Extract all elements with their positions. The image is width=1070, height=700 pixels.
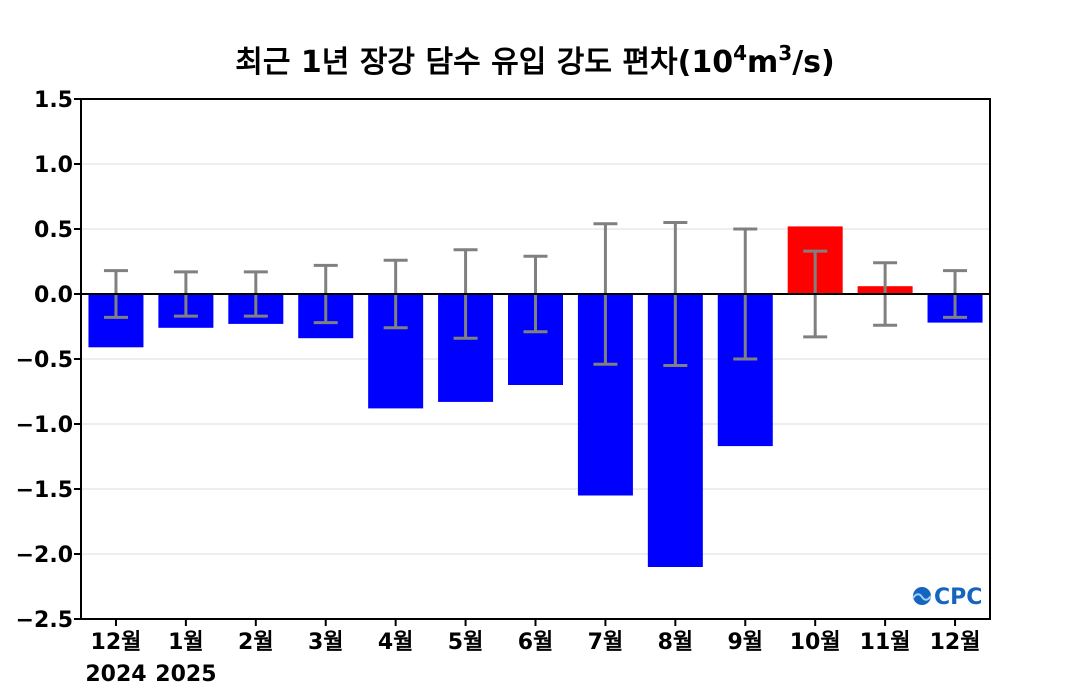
logo-text: CPC bbox=[934, 585, 982, 610]
y-tick-label: −1.5 bbox=[16, 478, 73, 503]
tick-labels: 1.5 1.0 0.5 0.0 −0.5 −1.0 −1.5 −2.0 −2.5 12월 1월 2월 3… bbox=[16, 88, 981, 687]
y-tick-label: 1.5 bbox=[34, 88, 73, 113]
x-tick-label: 11월 bbox=[860, 630, 911, 655]
y-tick-label: 0.5 bbox=[34, 218, 73, 243]
x-tick-label: 4월 bbox=[378, 630, 414, 655]
y-tick-label: −1.0 bbox=[16, 413, 73, 438]
x-tick-label: 3월 bbox=[308, 630, 344, 655]
x-tick-label: 8월 bbox=[658, 630, 694, 655]
logo-wave-icon bbox=[912, 593, 932, 601]
x-tick-label: 5월 bbox=[448, 630, 484, 655]
y-tick-label: −2.0 bbox=[16, 543, 73, 568]
x-tick-label: 6월 bbox=[518, 630, 554, 655]
x-tick-label: 7월 bbox=[588, 630, 624, 655]
cpc-logo: CPC bbox=[912, 585, 982, 610]
x-tick-label: 12월 bbox=[930, 630, 981, 655]
year-label: 2025 bbox=[155, 662, 216, 687]
x-tick-label: 2월 bbox=[238, 630, 274, 655]
axes bbox=[74, 98, 991, 626]
y-tick-label: −0.5 bbox=[16, 348, 73, 373]
x-tick-label: 9월 bbox=[727, 630, 763, 655]
x-tick-label: 10월 bbox=[790, 630, 841, 655]
y-tick-label: 1.0 bbox=[34, 153, 73, 178]
y-tick-label: 0.0 bbox=[34, 283, 73, 308]
x-tick-label: 1월 bbox=[168, 630, 204, 655]
year-label: 2024 bbox=[85, 662, 146, 687]
y-tick-label: −2.5 bbox=[16, 608, 73, 633]
chart-title: 최근 1년 장강 담수 유입 강도 편차(104m3/s) bbox=[235, 41, 834, 80]
x-tick-label: 12월 bbox=[91, 630, 142, 655]
